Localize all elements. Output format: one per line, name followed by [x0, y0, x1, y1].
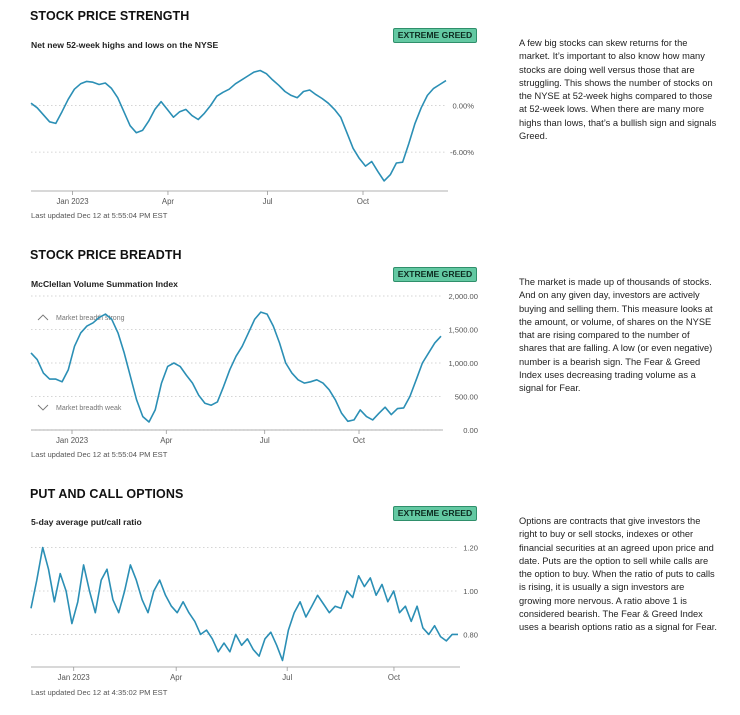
section-title: STOCK PRICE BREADTH [30, 248, 182, 262]
x-tick-label: Jan 2023 [58, 673, 90, 682]
series-line [30, 311, 442, 423]
x-tick-label: Oct [388, 673, 401, 682]
line-chart[interactable]: 1.20 1.00 0.80 Jan 2023 Apr Jul Oct [0, 0, 500, 700]
y-tick-label: 0.00% [452, 102, 474, 111]
section-title: STOCK PRICE STRENGTH [30, 9, 190, 23]
sentiment-badge: EXTREME GREED [393, 506, 477, 521]
y-tick-label: 1.20 [463, 544, 478, 553]
y-tick-label: -6.00% [450, 148, 474, 157]
last-updated: Last updated Dec 12 at 5:55:04 PM EST [31, 211, 168, 220]
x-tick-label: Jan 2023 [56, 197, 88, 206]
x-tick-label: Apr [160, 436, 173, 445]
section-stock-price-strength: STOCK PRICE STRENGTH Net new 52-week hig… [0, 0, 740, 235]
x-tick-label: Oct [357, 197, 370, 206]
section-description: A few big stocks can skew returns for th… [519, 38, 717, 142]
section-stock-price-breadth: STOCK PRICE BREADTH McClellan Volume Sum… [0, 0, 713, 460]
y-tick-label: 1.00 [463, 587, 478, 596]
x-tick-label: Oct [353, 436, 366, 445]
chart-annotation: Market breadth weak [56, 405, 122, 412]
chevron-down-icon [37, 404, 49, 411]
line-chart[interactable]: 2,000.00 1,500.00 1,000.00 500.00 0.00 Jan 20… [0, 0, 500, 460]
section-description: Options are contracts that give investor… [519, 516, 717, 633]
x-tick-label: Jul [260, 436, 270, 445]
last-updated: Last updated Dec 12 at 4:35:02 PM EST [31, 688, 168, 697]
sentiment-badge: EXTREME GREED [393, 28, 477, 43]
x-tick-label: Jul [263, 197, 273, 206]
chart-subtitle: 5-day average put/call ratio [31, 517, 142, 527]
last-updated: Last updated Dec 12 at 5:55:04 PM EST [31, 450, 168, 459]
series-line [30, 69, 447, 182]
chart-annotation: Market breadth strong [56, 315, 125, 322]
section-title: PUT AND CALL OPTIONS [30, 487, 184, 501]
chart-subtitle: McClellan Volume Summation Index [31, 279, 178, 289]
chart-subtitle: Net new 52-week highs and lows on the NY… [31, 40, 219, 50]
series-line [30, 546, 458, 662]
chevron-up-icon [37, 314, 49, 321]
y-tick-label: 1,000.00 [448, 359, 478, 368]
sentiment-badge: EXTREME GREED [393, 267, 477, 282]
y-tick-label: 0.80 [463, 630, 478, 639]
x-tick-label: Apr [162, 197, 175, 206]
y-tick-label: 500.00 [455, 393, 478, 402]
y-tick-label: 2,000.00 [448, 292, 478, 301]
y-tick-label: 0.00 [463, 426, 478, 435]
y-tick-label: 1,500.00 [448, 326, 478, 335]
section-description: The market is made up of thousands of st… [519, 277, 713, 394]
x-tick-label: Apr [170, 673, 183, 682]
x-tick-label: Jul [282, 673, 292, 682]
line-chart[interactable]: 0.00% -6.00% Jan 2023 Apr Jul Oct [0, 0, 500, 220]
x-tick-label: Jan 2023 [56, 436, 88, 445]
